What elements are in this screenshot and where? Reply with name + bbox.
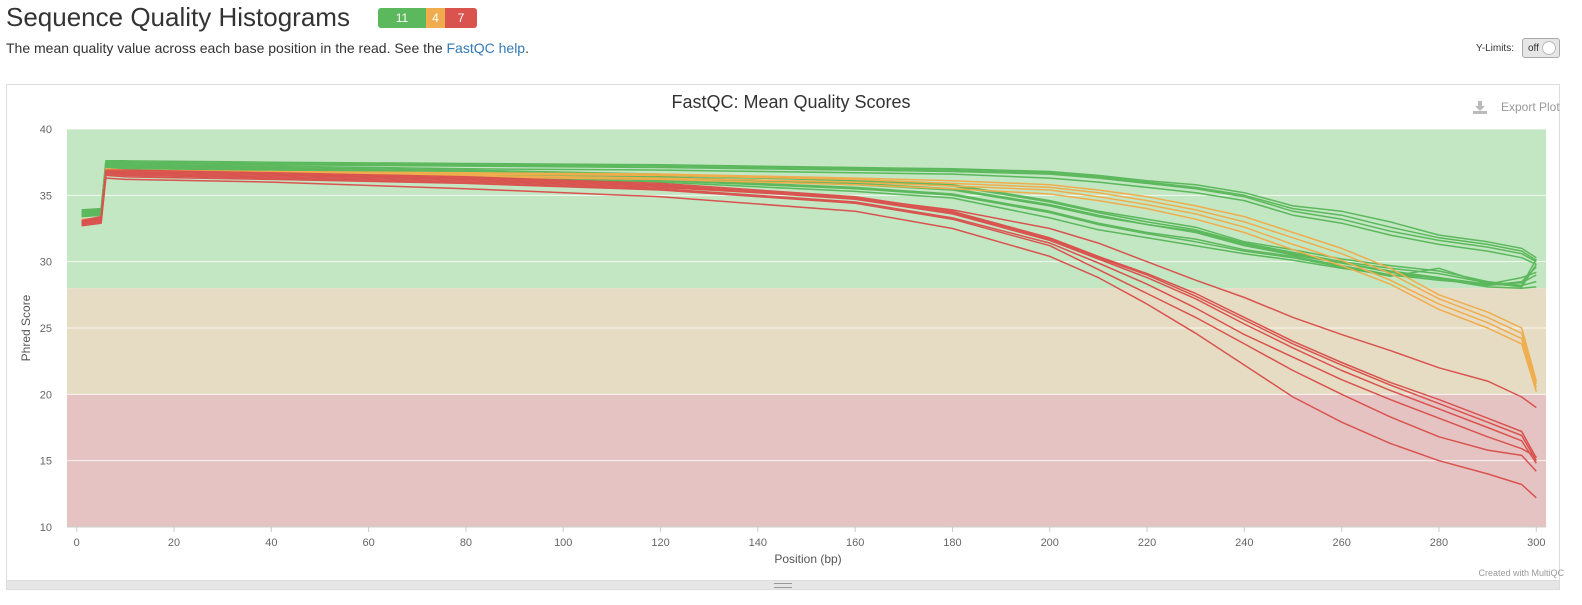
series-lines xyxy=(81,160,1538,499)
y-limits-control: Y-Limits: off xyxy=(1476,38,1560,58)
chart-title: FastQC: Mean Quality Scores xyxy=(671,92,910,112)
description-suffix: . xyxy=(525,40,529,56)
warn-count-badge[interactable]: 4 xyxy=(425,7,445,28)
series-line-fail xyxy=(81,177,1537,499)
x-tick-label: 0 xyxy=(74,537,80,549)
x-tick-label: 100 xyxy=(554,537,572,549)
section-header: Sequence Quality Histograms 11 4 7 xyxy=(6,2,477,33)
series-line-pass xyxy=(81,160,1537,259)
series-line-fail xyxy=(81,172,1537,409)
status-badges: 11 4 7 xyxy=(377,7,477,28)
series-line-pass xyxy=(81,164,1537,287)
x-tick-label: 40 xyxy=(265,537,277,549)
x-tick-label: 80 xyxy=(460,537,472,549)
download-icon xyxy=(1473,101,1487,114)
y-tick-label: 35 xyxy=(40,190,52,202)
series-line-pass xyxy=(81,161,1537,263)
series-line-pass xyxy=(81,165,1537,285)
x-tick-label: 280 xyxy=(1430,537,1448,549)
x-tick-label: 120 xyxy=(651,537,669,549)
grip-icon xyxy=(774,582,792,588)
series-line-fail xyxy=(81,174,1537,472)
description-text: The mean quality value across each base … xyxy=(6,40,447,56)
export-plot-label: Export Plot xyxy=(1501,100,1560,114)
y-limits-toggle-text: off xyxy=(1528,42,1539,54)
y-tick-label: 20 xyxy=(40,389,52,401)
y-tick-label: 30 xyxy=(40,257,52,269)
series-line-pass xyxy=(81,161,1537,261)
x-tick-label: 300 xyxy=(1527,537,1545,549)
y-tick-label: 10 xyxy=(40,522,52,534)
series-line-fail xyxy=(81,169,1537,459)
x-tick-label: 140 xyxy=(749,537,767,549)
x-tick-label: 260 xyxy=(1332,537,1350,549)
y-tick-label: 15 xyxy=(40,456,52,468)
y-tick-labels: 10 15 20 25 30 35 40 xyxy=(40,124,52,534)
x-axis-label: Position (bp) xyxy=(774,552,841,566)
x-tick-label: 20 xyxy=(168,537,180,549)
pass-count-badge[interactable]: 11 xyxy=(377,7,426,28)
fail-count-badge[interactable]: 7 xyxy=(444,7,477,28)
series-line-fail xyxy=(81,172,1537,464)
x-tick-label: 60 xyxy=(363,537,375,549)
series-line-fail xyxy=(81,170,1537,462)
x-tick-labels: 0 20 40 60 80 100 120 140 160 180 200 220 240 260 280 3… xyxy=(67,526,1546,549)
y-axis-label: Phred Score xyxy=(19,294,33,361)
x-tick-label: 240 xyxy=(1235,537,1253,549)
series-line-pass xyxy=(81,162,1537,287)
x-tick-label: 200 xyxy=(1041,537,1059,549)
section-description: The mean quality value across each base … xyxy=(6,40,529,56)
x-tick-label: 160 xyxy=(846,537,864,549)
quality-zone-warn xyxy=(67,288,1546,395)
y-tick-label: 25 xyxy=(40,323,52,335)
multiqc-credit: Created with MultiQC xyxy=(1478,568,1564,578)
series-line-fail xyxy=(81,173,1537,458)
plot-resize-handle[interactable] xyxy=(6,580,1560,590)
toggle-knob-icon xyxy=(1542,41,1556,55)
section-title: Sequence Quality Histograms xyxy=(6,2,350,32)
x-tick-label: 220 xyxy=(1138,537,1156,549)
y-tick-label: 40 xyxy=(40,124,52,136)
x-tick-label: 180 xyxy=(943,537,961,549)
export-plot-button[interactable]: Export Plot xyxy=(1473,100,1560,114)
y-limits-label: Y-Limits: xyxy=(1476,42,1514,54)
y-limits-toggle[interactable]: off xyxy=(1522,38,1560,58)
fastqc-help-link[interactable]: FastQC help xyxy=(446,40,526,56)
